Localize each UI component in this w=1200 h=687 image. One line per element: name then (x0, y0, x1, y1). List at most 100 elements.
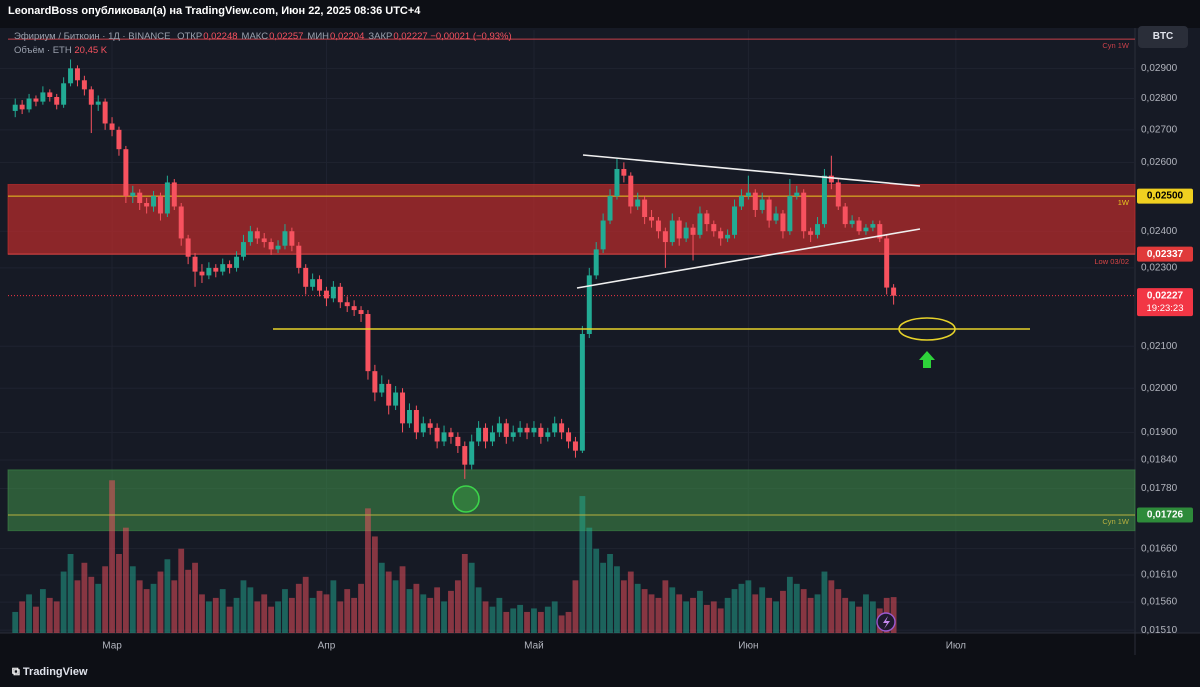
y-tick-label: 0,01900 (1141, 427, 1178, 438)
volume-bar (109, 480, 115, 633)
symbol: Эфириум / Биткоин · 1Д · BINANCE (14, 31, 171, 42)
volume-bar (406, 589, 413, 633)
candle-body (406, 409, 412, 424)
volume-bar (745, 580, 752, 633)
candle-body (137, 192, 143, 204)
volume-bar (33, 606, 39, 633)
volume-bar (199, 594, 205, 633)
volume-bar (39, 589, 46, 633)
candle-body (531, 427, 537, 433)
volume-bar (510, 608, 517, 633)
volume-bar (399, 566, 406, 633)
volume-bar (12, 611, 19, 633)
candle-body (310, 279, 316, 287)
ohlc-value: 0,02257 (269, 31, 304, 42)
x-tick-label: Апр (318, 641, 336, 652)
volume-bar (157, 571, 164, 633)
candle-body (206, 267, 212, 276)
volume-bar (275, 601, 281, 633)
volume-bar (814, 594, 821, 633)
volume-bar (468, 562, 475, 633)
candle-body (386, 383, 392, 406)
volume-bar (586, 527, 593, 633)
candle-body (476, 427, 482, 442)
candle-body (358, 310, 364, 315)
volume-bar (551, 601, 558, 633)
volume-bar (288, 597, 295, 633)
candle-body (400, 392, 406, 424)
candle-body (199, 271, 205, 276)
candle-body (517, 427, 523, 433)
candle-body (130, 192, 136, 197)
volume-bar (710, 601, 717, 633)
volume-bar (759, 587, 766, 633)
candle-body (247, 231, 253, 243)
volume-bar (828, 580, 835, 633)
candle-body (68, 68, 74, 84)
volume-bar (593, 548, 600, 633)
volume-bar (807, 597, 814, 633)
candle-body (711, 224, 717, 232)
volume-bar (863, 594, 869, 633)
candle-body (566, 432, 572, 442)
volume-bar (192, 562, 198, 633)
candle-body (323, 290, 329, 299)
volume-bar (683, 601, 690, 633)
candle-body (489, 432, 495, 442)
volume-bar (212, 597, 219, 633)
candle-body (835, 182, 841, 207)
y-tick-label: 0,01840 (1141, 455, 1178, 466)
candle-body (47, 92, 53, 97)
volume-bar (475, 587, 482, 633)
zone (7, 469, 1136, 532)
volume-bar (88, 576, 95, 633)
volume-bar (517, 604, 524, 633)
candle-body (393, 392, 399, 406)
volume-bar (780, 590, 786, 633)
volume-bar (773, 601, 779, 633)
volume-bar (766, 597, 773, 633)
currency-button[interactable]: BTC (1138, 26, 1188, 48)
volume-bar (496, 597, 503, 633)
candle-body (780, 213, 786, 232)
volume-bar (122, 527, 129, 633)
candle-body (462, 446, 468, 465)
y-tick-label: 0,01780 (1141, 483, 1178, 494)
volume-bar (434, 587, 441, 633)
price-tag-label: 0,02227 (1147, 290, 1184, 301)
candle-body (690, 227, 696, 235)
candle-body (282, 231, 288, 246)
volume-bar (448, 590, 454, 633)
candle-body (607, 196, 613, 221)
candle-body (586, 275, 592, 334)
candle-body (33, 98, 39, 102)
y-tick-label: 0,02400 (1141, 226, 1178, 237)
volume-bar (268, 606, 275, 633)
triangle-bottom (576, 228, 921, 289)
candle-body (427, 423, 433, 428)
y-tick-label: 0,02600 (1141, 157, 1178, 168)
volume-bar (351, 597, 358, 633)
volume-bar (330, 580, 337, 633)
volume-bar (579, 496, 586, 633)
caption: LeonardBoss опубликовал(а) на TradingVie… (8, 5, 421, 17)
volume-bar (427, 597, 434, 633)
candle-body (12, 104, 18, 111)
volume-bar (102, 566, 109, 633)
candle-body (95, 101, 101, 105)
candle-body (593, 249, 599, 276)
candle-body (420, 423, 426, 433)
ohlc-label: МАКС (241, 31, 269, 42)
volume-bar (752, 594, 759, 633)
volume-bar (697, 590, 703, 633)
ohlc-value: 0,02227 (393, 31, 428, 42)
candle-body (856, 220, 862, 232)
candle-body (891, 287, 897, 296)
volume-bar (19, 601, 26, 633)
candle-body (884, 238, 890, 288)
candle-body (275, 245, 281, 250)
y-tick-label: 0,01510 (1141, 625, 1178, 636)
candle-body (441, 432, 447, 442)
candle-body (19, 104, 25, 110)
volume-bar (461, 554, 468, 633)
